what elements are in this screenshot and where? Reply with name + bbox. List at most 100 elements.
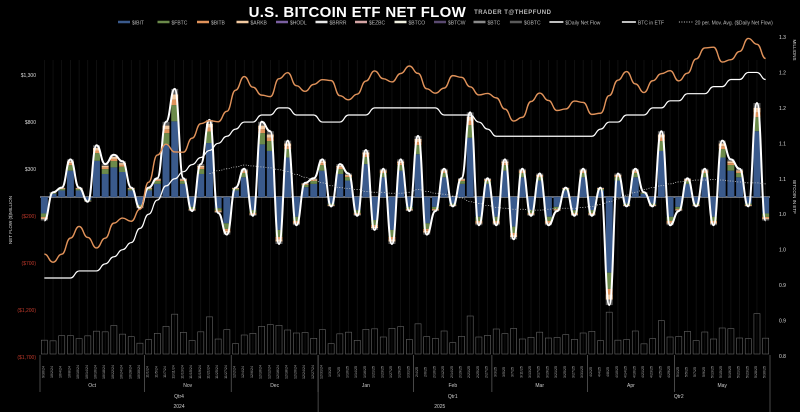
flow-bar-segment — [510, 232, 518, 236]
volume-bar — [527, 337, 535, 355]
volume-bar — [753, 313, 761, 355]
flow-bar-segment — [345, 177, 352, 181]
flow-bar-segment — [466, 120, 474, 126]
volume-bar — [684, 331, 691, 355]
volume-bar — [675, 336, 683, 355]
flow-bar-segment — [249, 197, 257, 211]
x-tick-label: 5/7/25 — [693, 367, 697, 377]
flow-bar-segment — [527, 197, 535, 211]
flow-bar-segment — [510, 237, 518, 240]
x-tick-label: 12/2/24 — [233, 366, 237, 378]
flow-bar-segment — [536, 174, 544, 176]
flow-bar-segment — [162, 125, 170, 130]
volume-bar — [197, 331, 205, 355]
flow-bar-segment — [440, 173, 448, 178]
x-tick-label: 3/17/25 — [537, 366, 541, 378]
x-tick-label: 3/25/25 — [563, 366, 567, 378]
flow-bar-segment — [518, 173, 526, 178]
flow-bar-segment — [666, 197, 674, 217]
flow-bar-segment — [205, 123, 213, 128]
x-tick-label: 5/5/25 — [684, 367, 688, 377]
y-tick-label: ($700) — [22, 261, 37, 267]
flow-bar-segment — [727, 163, 735, 166]
flow-bar-segment — [605, 272, 613, 289]
flow-bar-segment — [371, 220, 379, 225]
volume-bar — [249, 333, 257, 355]
flow-bar-segment — [345, 175, 352, 178]
volume-bar — [388, 328, 396, 355]
flow-bar-segment — [353, 213, 361, 215]
flow-bar-segment — [310, 183, 318, 197]
flow-bar-segment — [501, 170, 509, 197]
flow-bar-segment — [614, 175, 622, 178]
flow-bar-segment — [605, 299, 613, 306]
x-tick-label: 1/27/25 — [389, 366, 393, 378]
volume-bars — [41, 311, 769, 355]
x-tick-label: 10/22/24 — [111, 365, 115, 379]
year-label: 2024 — [173, 404, 184, 410]
flow-bar-segment — [136, 204, 144, 207]
x-tick-label: 12/16/24 — [276, 365, 280, 379]
month-label: Feb — [448, 383, 457, 389]
flow-bar-segment — [284, 149, 292, 158]
volume-bar — [101, 331, 109, 355]
flow-bar-segment — [110, 154, 118, 157]
flow-bar-segment — [397, 170, 405, 197]
x-tick-label: 2/6/25 — [424, 367, 428, 377]
flow-bar-segment — [657, 137, 665, 142]
x-tick-label: 4/23/25 — [650, 366, 654, 378]
legend-item: $BRRR — [315, 21, 347, 27]
flow-bar-segment — [119, 171, 127, 197]
flow-bar-segment — [379, 173, 387, 178]
volume-bar — [345, 331, 352, 355]
flow-bar-segment — [40, 216, 48, 219]
x-tick-label: 2/10/25 — [432, 366, 436, 378]
flow-bar-segment — [701, 173, 709, 178]
x-tick-label: 5/1/25 — [676, 367, 680, 377]
quarter-label: Qtr2 — [674, 394, 684, 400]
axes: $1,300 $800 $300 ($200) ($700) ($1,200) ($1,70… — [8, 35, 797, 412]
x-tick-label: 2/12/25 — [441, 366, 445, 378]
volume-bar — [371, 328, 378, 355]
flow-bar-segment — [675, 197, 683, 207]
volume-bar — [736, 337, 743, 355]
x-tick-label: 2/27/25 — [485, 366, 489, 378]
volume-bar — [67, 335, 74, 355]
flow-bar-segment — [93, 150, 100, 154]
volume-bar — [153, 333, 161, 355]
flow-bar-segment — [171, 121, 179, 197]
volume-bar — [458, 336, 465, 355]
flow-bar-segment — [597, 189, 605, 191]
volume-bar — [623, 339, 630, 355]
volume-bar — [414, 323, 422, 355]
legend-label: $BRRR — [330, 21, 347, 27]
volume-bar — [301, 332, 309, 355]
flow-bar-segment — [84, 197, 92, 201]
flow-bar-segment — [292, 216, 300, 221]
flow-bar-segment — [718, 146, 726, 150]
flow-bar-segment — [275, 241, 283, 244]
flow-bar-segment — [727, 161, 735, 164]
flow-bar-segment — [492, 220, 500, 223]
flow-bar-segment — [249, 212, 257, 214]
flow-bar-segment — [205, 143, 213, 197]
flow-bar-segment — [188, 197, 196, 207]
volume-bar — [605, 311, 613, 355]
flow-bar-segment — [466, 137, 474, 197]
flow-bar-segment — [153, 181, 161, 184]
flow-bar-segment — [336, 165, 344, 168]
x-tick-label: 3/11/25 — [519, 366, 523, 378]
flow-bar-segment — [518, 171, 526, 174]
flow-bar-segment — [753, 103, 761, 108]
volume-bar — [397, 326, 404, 355]
flow-bar-segment — [318, 163, 326, 166]
flow-bar-segment — [744, 197, 752, 204]
month-label: Mar — [535, 383, 544, 389]
legend-item: $IBIT — [118, 21, 144, 27]
flow-bar-segment — [597, 190, 605, 197]
flow-bar-segment — [362, 157, 370, 165]
volume-bar — [692, 340, 700, 355]
flow-bar-segment — [431, 206, 439, 209]
flow-bar-segment — [292, 197, 300, 217]
x-tick-label: 11/19/24 — [198, 365, 202, 379]
